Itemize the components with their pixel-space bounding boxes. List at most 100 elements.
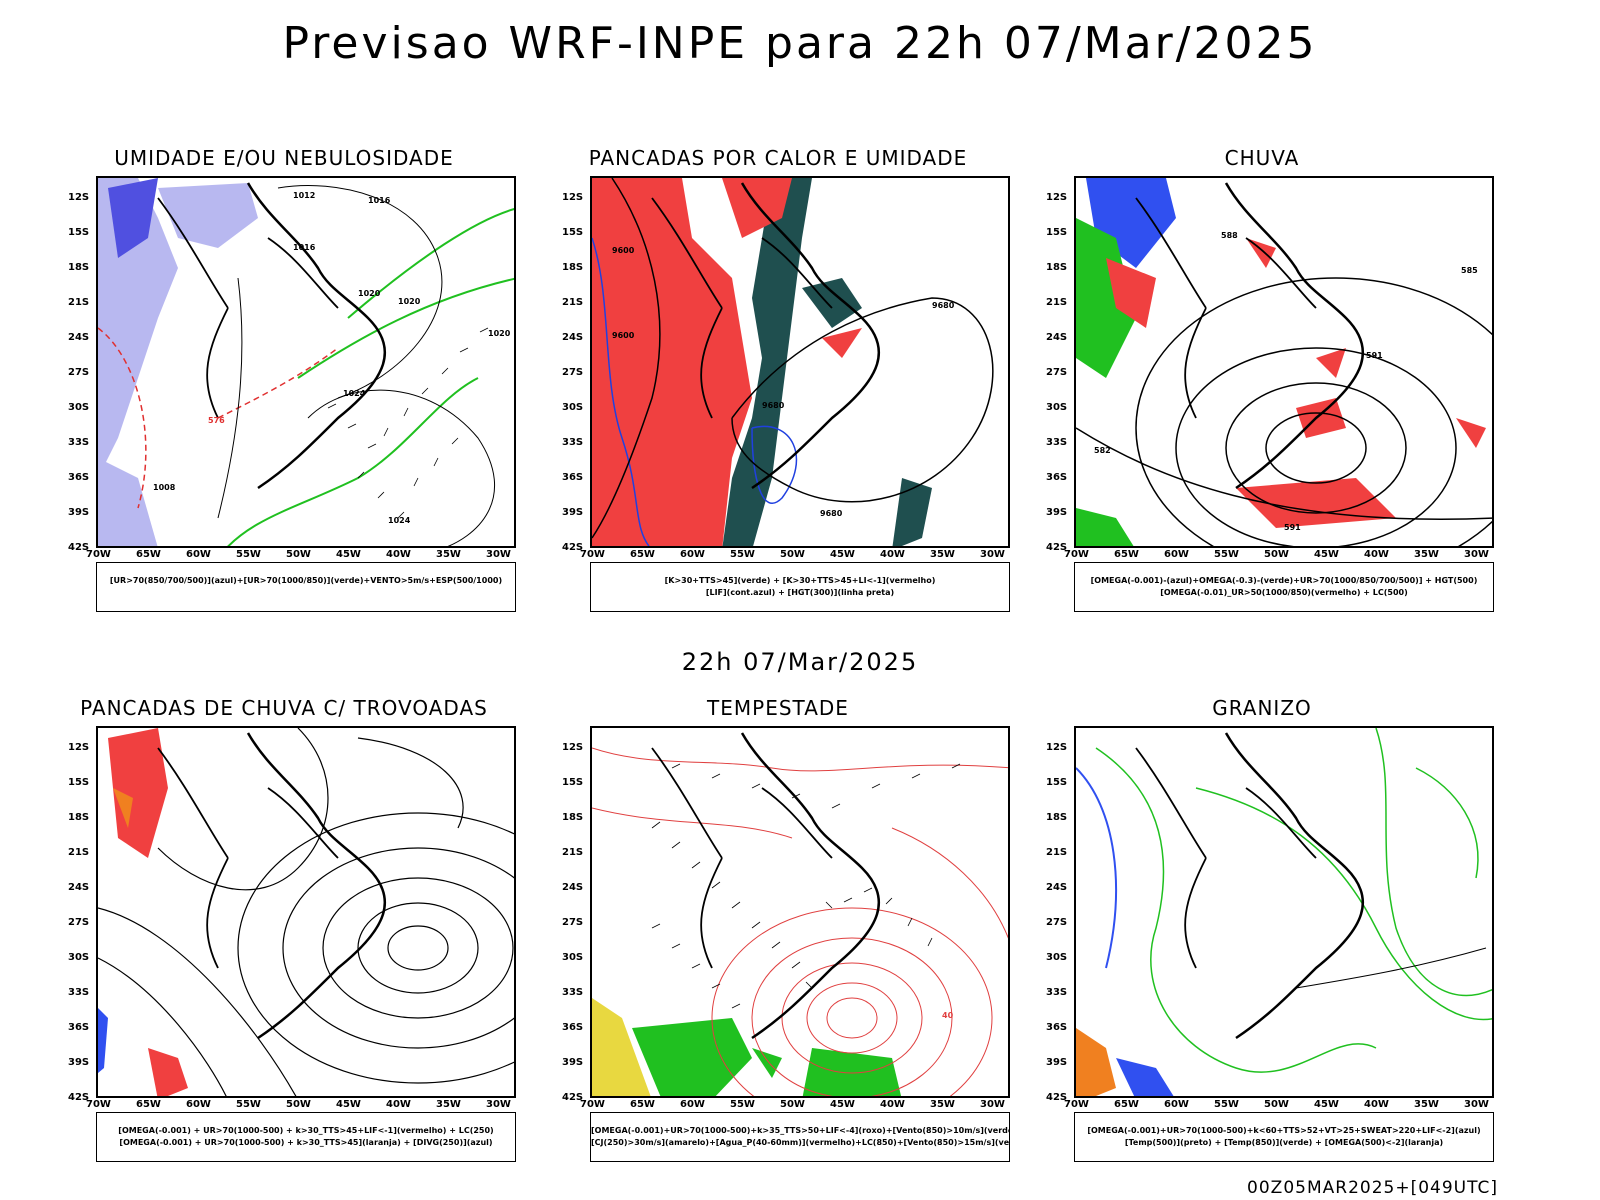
map-svg: 588 585 591 582 591 (1076, 178, 1492, 546)
lat-tick-label: 42S (68, 1092, 90, 1103)
contour-label: 1012 (293, 191, 315, 200)
lon-tick-label: 30W (980, 549, 1005, 560)
hgt-contour (592, 178, 661, 539)
panel-title: TEMPESTADE (707, 696, 849, 720)
streamline (387, 925, 449, 971)
streamline (322, 877, 514, 1019)
lat-tick-label: 15S (68, 777, 90, 788)
lat-tick-label: 21S (68, 847, 90, 858)
lon-tick-label: 70W (580, 549, 605, 560)
lat-tick-label: 24S (1046, 332, 1068, 343)
water-contour (826, 997, 878, 1039)
borders (651, 197, 833, 419)
red-instability-area (822, 328, 862, 358)
lon-tick-label: 40W (1364, 1099, 1389, 1110)
green-instability-area (892, 478, 932, 546)
lat-tick-label: 42S (1046, 542, 1068, 553)
lat-tick-label: 21S (1046, 297, 1068, 308)
lat-tick-label: 24S (562, 882, 584, 893)
temp500-contour (1295, 947, 1487, 989)
lat-tick-label: 15S (1046, 227, 1068, 238)
contour-label: 588 (1221, 231, 1238, 240)
contour-label: 576 (208, 416, 225, 425)
map-chuva: 588 585 591 582 591 (1074, 176, 1494, 548)
lon-tick-label: 45W (336, 1099, 361, 1110)
green-contour (347, 208, 514, 319)
lat-tick-label: 33S (1046, 987, 1068, 998)
lon-tick-label: 60W (186, 549, 211, 560)
lon-tick-label: 45W (830, 1099, 855, 1110)
lon-tick-label: 30W (486, 549, 511, 560)
panel-granizo: GRANIZO [OMEGA(-0.001)+UR>70(1000-500)+k… (1022, 696, 1502, 1176)
water-contour (592, 747, 1008, 772)
omega-green-area (1076, 508, 1134, 546)
lon-tick-label: 70W (580, 1099, 605, 1110)
streamline (282, 847, 514, 1049)
panel-chuva: CHUVA 588 585 591 582 591 [OMEGA(-0 (1022, 146, 1502, 626)
panel-pancadas-calor: PANCADAS POR CALOR E UMIDADE 9680 9600 9… (538, 146, 1018, 626)
contour-label: 40 (942, 1011, 954, 1020)
contour-label: 1024 (388, 516, 411, 525)
lat-tick-label: 12S (1046, 192, 1068, 203)
panel-title: UMIDADE E/OU NEBULOSIDADE (114, 146, 454, 170)
humidity-blue-area (158, 183, 258, 248)
panel-title: CHUVA (1224, 146, 1300, 170)
lon-tick-label: 50W (286, 549, 311, 560)
lon-tick-label: 55W (730, 1099, 755, 1110)
wind-green-area (802, 1048, 902, 1096)
lif-contour (592, 237, 650, 546)
legend-line: [OMEGA(-0.001)+UR>70(1000-500)+k>35_TTS>… (591, 1126, 1009, 1135)
contour-label: 585 (1461, 266, 1478, 275)
lon-tick-label: 35W (1414, 549, 1439, 560)
lon-tick-label: 60W (1164, 1099, 1189, 1110)
omega-green-area (1076, 218, 1136, 378)
omega-orange-area (1076, 1028, 1116, 1096)
lat-tick-label: 21S (1046, 847, 1068, 858)
contour-label: 591 (1284, 523, 1301, 532)
lon-tick-label: 35W (436, 1099, 461, 1110)
map-tempestade: 40 (590, 726, 1010, 1098)
lat-tick-label: 12S (562, 742, 584, 753)
rain-red-area (1296, 398, 1346, 438)
borders (157, 747, 339, 969)
lon-tick-label: 55W (1214, 549, 1239, 560)
rain-red-area (1106, 258, 1156, 328)
contour-label: 9680 (762, 401, 785, 410)
lon-tick-label: 45W (1314, 1099, 1339, 1110)
lon-tick-label: 40W (880, 1099, 905, 1110)
contour-label: 9600 (612, 331, 635, 340)
legend: [K>30+TTS>45](verde) + [K>30+TTS>45+LI<-… (590, 562, 1010, 612)
rain-red-area (1236, 478, 1396, 528)
lon-tick-label: 55W (236, 1099, 261, 1110)
legend-line: [LIF](cont.azul) + [HGT(300)](linha pret… (705, 588, 895, 597)
lon-tick-label: 45W (830, 549, 855, 560)
map-svg (1076, 728, 1492, 1096)
lon-tick-label: 35W (1414, 1099, 1439, 1110)
lat-tick-label: 15S (68, 227, 90, 238)
map-svg (98, 728, 514, 1096)
temp850-contour (1415, 767, 1479, 879)
contour-label: 9680 (932, 301, 955, 310)
lat-tick-label: 24S (562, 332, 584, 343)
lat-tick-label: 15S (562, 777, 584, 788)
map-pancadas-calor: 9680 9600 9600 9680 9680 (590, 176, 1010, 548)
red-instability-area (722, 178, 792, 238)
lat-tick-label: 12S (1046, 742, 1068, 753)
lat-tick-label: 27S (562, 917, 584, 928)
lon-tick-label: 50W (1264, 1099, 1289, 1110)
lat-tick-label: 33S (68, 437, 90, 448)
map-svg: 40 (592, 732, 1008, 1096)
panel-title: PANCADAS POR CALOR E UMIDADE (588, 146, 968, 170)
green-instability-area (692, 178, 812, 546)
contour-label: 1016 (293, 243, 316, 252)
lat-tick-label: 39S (68, 1057, 90, 1068)
lat-tick-label: 36S (1046, 472, 1068, 483)
panel-title: PANCADAS DE CHUVA C/ TROVOADAS (80, 696, 488, 720)
panel-umidade: UMIDADE E/OU NEBULOSIDADE 1012 1016 1016… (44, 146, 524, 626)
lat-tick-label: 18S (1046, 812, 1068, 823)
lat-tick-label: 30S (1046, 402, 1068, 413)
red-dashed-contour (217, 347, 339, 419)
legend: [OMEGA(-0.001)+UR>70(1000-500)+k>35_TTS>… (590, 1112, 1010, 1162)
lon-tick-label: 40W (880, 549, 905, 560)
lat-tick-label: 18S (1046, 262, 1068, 273)
